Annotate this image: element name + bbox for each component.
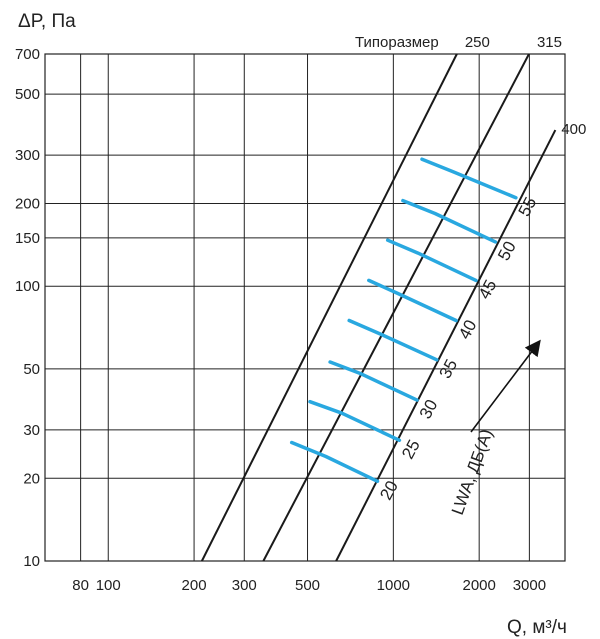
grid: [44, 53, 566, 562]
noise-line-40: [367, 278, 458, 323]
noise-line-30: [328, 360, 419, 402]
noise-label-30: 30: [416, 396, 442, 422]
size-line-315: [262, 53, 530, 562]
y-tick-label: 200: [15, 196, 40, 213]
y-tick-label: 10: [23, 553, 40, 570]
noise-arrow: [470, 339, 541, 433]
x-tick-label: 80: [72, 577, 89, 594]
noise-line-20: [289, 440, 380, 484]
size-caption: Типоразмер: [355, 34, 439, 51]
size-label-315: 315: [537, 34, 562, 51]
noise-line-45: [385, 238, 478, 283]
y-axis-title: ΔP, Па: [18, 11, 76, 32]
x-tick-label: 1000: [377, 577, 410, 594]
size-label-400: 400: [561, 121, 586, 138]
y-tick-label: 30: [23, 422, 40, 439]
y-tick-label: 100: [15, 278, 40, 295]
x-tick-label: 500: [295, 577, 320, 594]
noise-line-25: [308, 399, 402, 443]
x-axis-title: Q, м³/ч: [507, 617, 567, 638]
noise-caption: LWA, ДБ(A): [448, 427, 497, 518]
y-tick-label: 500: [15, 86, 40, 103]
noise-line-50: [401, 198, 498, 244]
y-tick-label: 20: [23, 470, 40, 487]
noise-line-35: [347, 318, 439, 362]
noise-label-55: 55: [515, 194, 541, 220]
x-tick-label: 3000: [513, 577, 546, 594]
plot-frame: [44, 53, 566, 562]
size-line-250: [200, 53, 458, 562]
y-tick-label: 50: [23, 361, 40, 378]
noise-label-25: 25: [398, 437, 424, 463]
y-tick-label: 700: [15, 46, 40, 63]
size-line-400: [335, 129, 557, 562]
x-tick-label: 2000: [462, 577, 495, 594]
y-tick-labels: 10 20 30 50 100 150 200 300 500 700: [15, 46, 40, 570]
x-tick-label: 200: [182, 577, 207, 594]
noise-axis: LWA, ДБ(A): [448, 339, 541, 518]
size-lines: 250 315 400: [200, 34, 586, 562]
x-tick-labels: 80 100 200 300 500 1000 2000 3000: [72, 577, 546, 594]
x-tick-label: 100: [96, 577, 121, 594]
y-tick-label: 150: [15, 230, 40, 247]
noise-label-20: 20: [376, 478, 402, 504]
y-tick-label: 300: [15, 147, 40, 164]
noise-line-55: [420, 157, 518, 200]
size-label-250: 250: [465, 34, 490, 51]
x-tick-label: 300: [232, 577, 257, 594]
